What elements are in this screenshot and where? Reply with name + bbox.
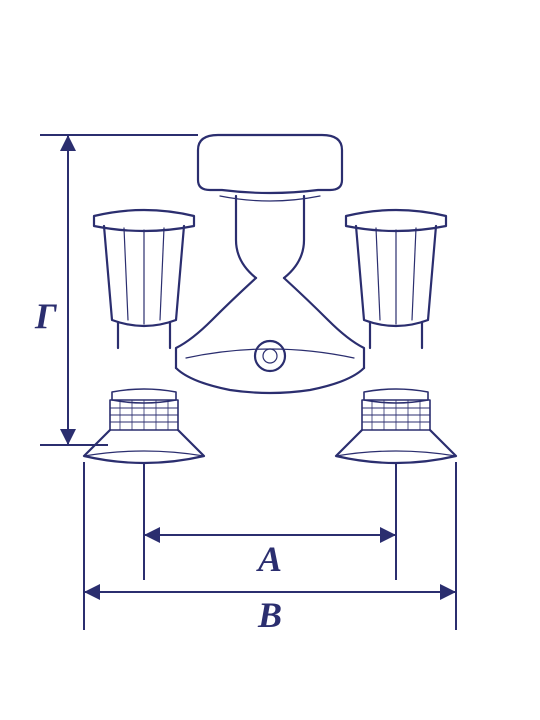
left-mount	[84, 389, 204, 463]
left-handle	[94, 210, 194, 348]
right-handle	[346, 210, 446, 348]
dim-gamma	[40, 135, 198, 445]
label-a: A	[258, 538, 282, 580]
spout	[198, 135, 342, 201]
faucet-drawing	[84, 135, 456, 463]
right-mount	[336, 389, 456, 463]
label-gamma: Γ	[35, 295, 57, 337]
label-b: B	[258, 594, 282, 636]
faucet-body	[176, 196, 364, 393]
